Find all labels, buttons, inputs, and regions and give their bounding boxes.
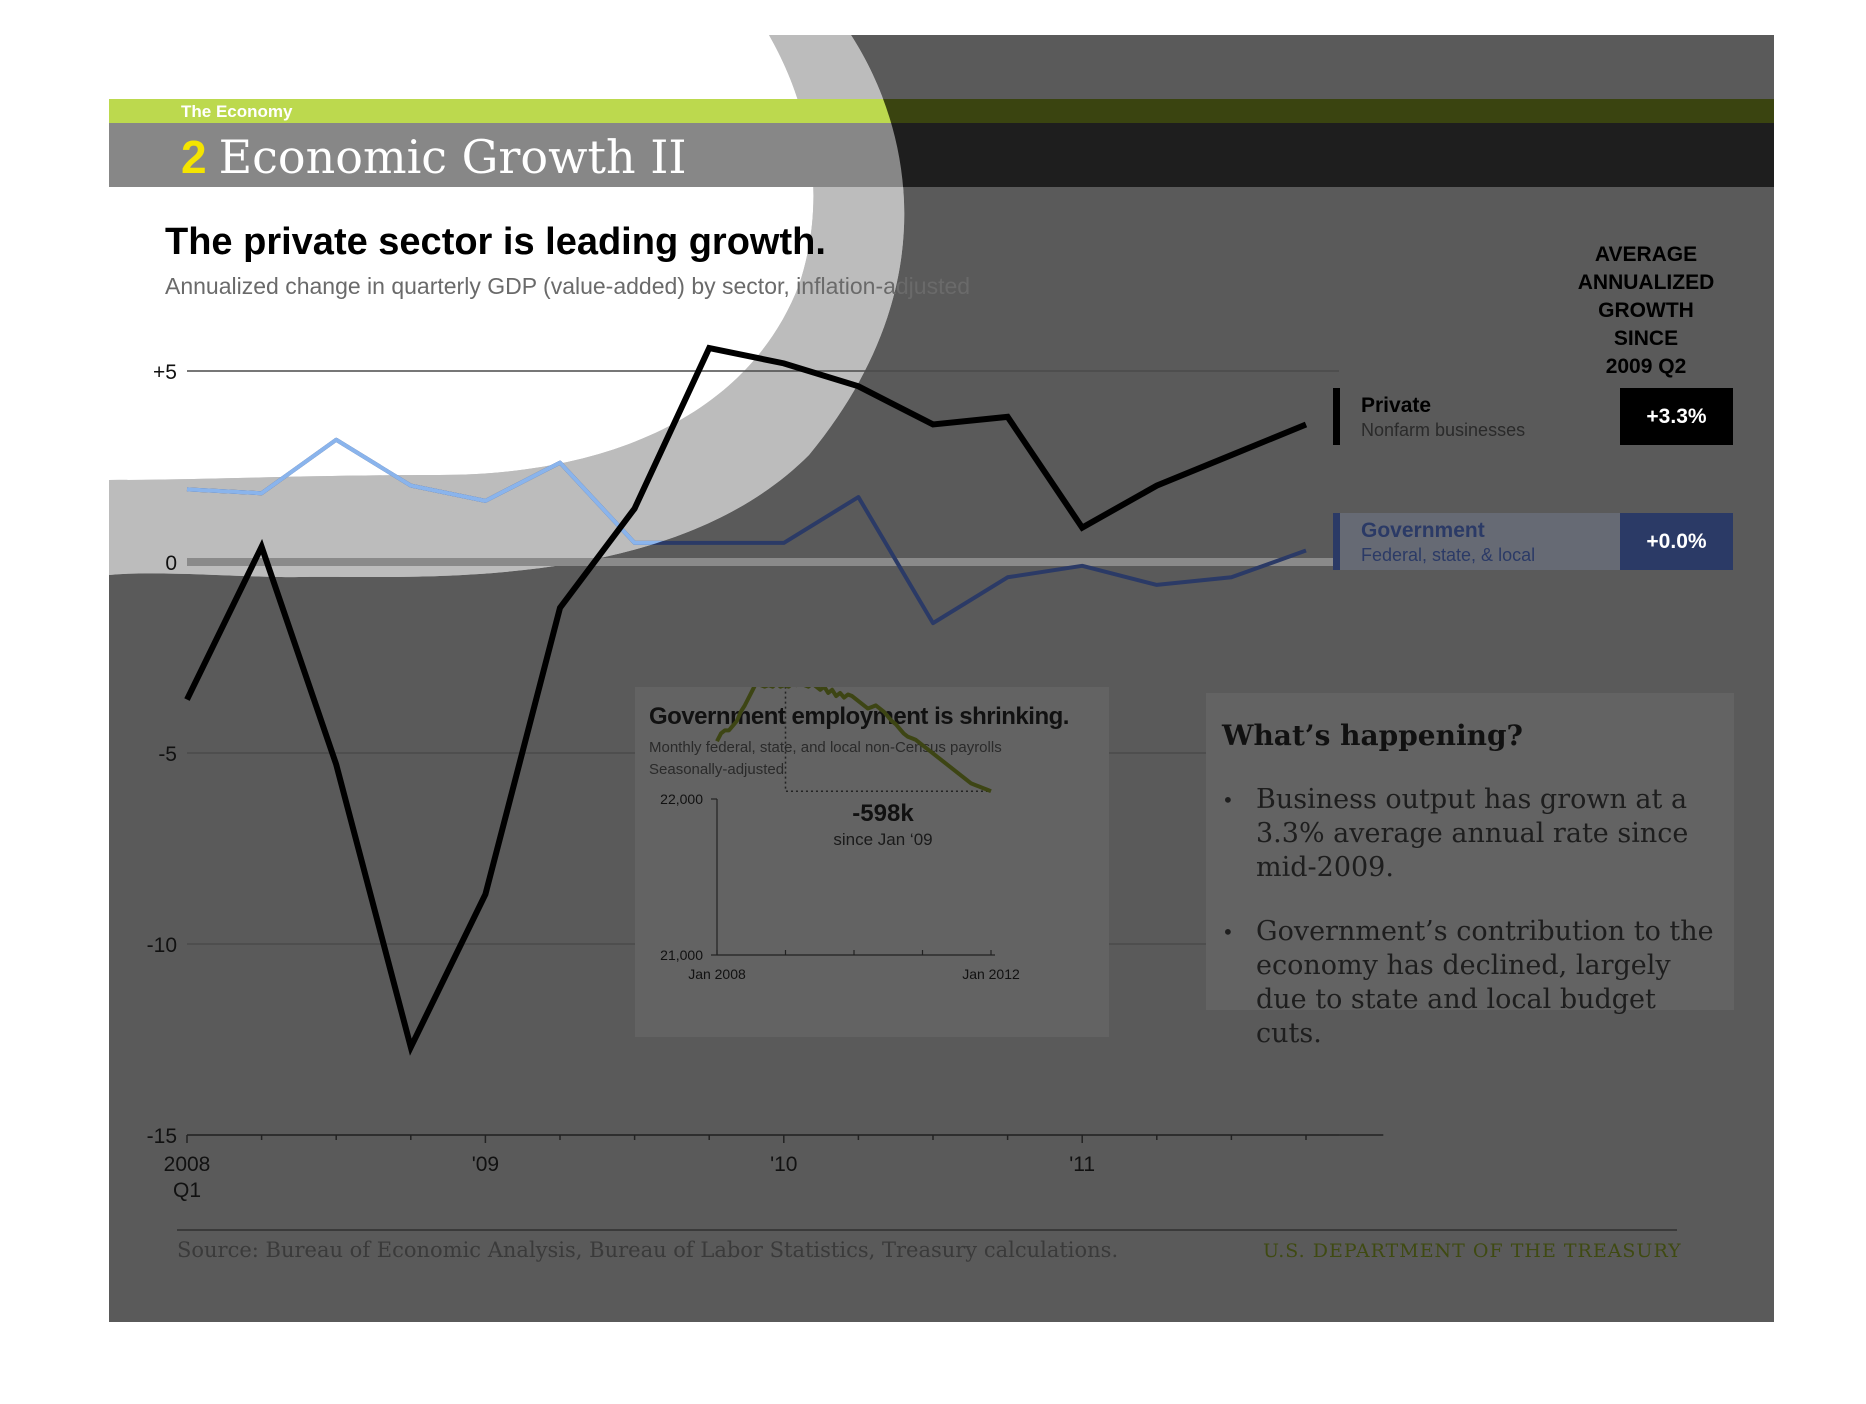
legend-name: Private xyxy=(1361,394,1432,417)
inset-annotation-value: -598k xyxy=(852,800,914,827)
legend-value: +0.0% xyxy=(1620,513,1733,570)
inset-subtitle: Monthly federal, state, and local non-Ce… xyxy=(649,739,1002,756)
legend-header-line: AVERAGE xyxy=(1594,243,1698,266)
source-note: Source: Bureau of Economic Analysis, Bur… xyxy=(177,1238,1119,1262)
legend-item-government: Government Federal, state, & local +0.0% xyxy=(1333,513,1733,570)
slide: +5 0 -5 -10 -15 2008 Q1 '09 '10 '11 The Economy 2… xyxy=(109,35,1774,1322)
bullet-text: Business output has grown at a 3.3% aver… xyxy=(1256,784,1689,883)
chart-title: The private sector is leading growth. xyxy=(165,221,826,263)
footer-rule-layer xyxy=(177,1229,1677,1231)
y-tick-label: 0 xyxy=(165,552,177,575)
legend-sub: Federal, state, & local xyxy=(1361,545,1536,565)
y-tick-label: -10 xyxy=(147,934,177,957)
y-tick-label: +5 xyxy=(153,361,177,384)
legend-name: Government xyxy=(1361,519,1485,542)
bullet-item: • Government’s contribution to the econom… xyxy=(1222,915,1726,1051)
section-label: The Economy xyxy=(181,102,293,121)
legend-value: +3.3% xyxy=(1620,388,1733,445)
inset-annotation-text: since Jan ‘09 xyxy=(833,830,932,849)
chart-subtitle: Annualized change in quarterly GDP (valu… xyxy=(165,273,971,299)
x-tick-label: 2008 xyxy=(164,1153,211,1176)
bullet-item: • Business output has grown at a 3.3% ave… xyxy=(1222,783,1726,885)
slide-title-text: Economic Growth II xyxy=(218,130,687,184)
legend-header-line: GROWTH xyxy=(1598,299,1694,322)
x-tick-label: '10 xyxy=(770,1153,797,1176)
x-tick-sublabel: Q1 xyxy=(173,1179,201,1202)
agency-name: U.S. DEPARTMENT OF THE TREASURY xyxy=(1263,1240,1682,1262)
slide-title: 2 Economic Growth II xyxy=(181,130,687,184)
legend-sub: Nonfarm businesses xyxy=(1361,420,1526,440)
inset-panel: Government employment is shrinking. Mont… xyxy=(635,687,1109,1037)
legend-header-line: 2009 Q2 xyxy=(1605,355,1687,378)
x-tick-label: '11 xyxy=(1069,1153,1095,1176)
bullet-dot: • xyxy=(1222,788,1234,812)
slide-number: 2 xyxy=(181,131,207,183)
inset-x-tick-label: Jan 2008 xyxy=(688,966,746,982)
y-tick-label: -15 xyxy=(147,1125,177,1148)
inset-subtitle: Seasonally-adjusted xyxy=(649,761,785,778)
bullet-text: Government’s contribution to the economy… xyxy=(1256,916,1714,1049)
whats-happening-panel: What’s happening? • Business output has g… xyxy=(1206,693,1734,1049)
series-line-private xyxy=(184,344,1308,1056)
inset-x-tick-label: Jan 2012 xyxy=(962,966,1020,982)
inset-y-tick-label: 21,000 xyxy=(660,947,703,963)
title-band-light xyxy=(109,123,905,187)
whats-happening-title: What’s happening? xyxy=(1222,719,1523,752)
inset-title: Government employment is shrinking. xyxy=(649,703,1069,730)
grey-swoosh-edge xyxy=(109,35,905,578)
legend-header-line: SINCE xyxy=(1613,327,1679,350)
legend-header-line: ANNUALIZED xyxy=(1577,271,1715,294)
inset-series-line xyxy=(715,687,992,794)
legend-item-private: Private Nonfarm businesses +3.3% xyxy=(1333,388,1733,445)
x-tick-label: '09 xyxy=(472,1153,499,1176)
inset-chart: 22,000 21,000 Jan 2008 Jan 2012 -598k since J… xyxy=(660,687,1020,982)
legend-header: AVERAGE ANNUALIZED GROWTH SINCE 2009 Q2 xyxy=(1546,241,1746,381)
section-band-bright xyxy=(109,99,905,123)
bullet-dot: • xyxy=(1222,920,1234,944)
y-tick-label: -5 xyxy=(158,743,177,766)
inset-bracket xyxy=(784,687,991,792)
inset-y-tick-label: 22,000 xyxy=(660,791,703,807)
